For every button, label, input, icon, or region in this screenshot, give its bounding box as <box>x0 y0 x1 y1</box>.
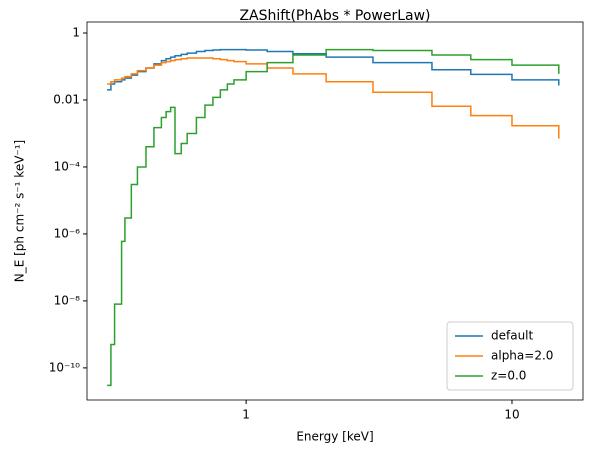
y-tick-label: 10⁻⁶ <box>54 226 81 240</box>
plot-frame <box>86 21 584 401</box>
y-tick-label: 10⁻¹⁰ <box>49 360 80 374</box>
x-tick-label: 10 <box>504 408 519 422</box>
x-tick-label: 1 <box>242 408 250 422</box>
series-line <box>107 48 560 91</box>
y-tick-label: 10⁻⁸ <box>54 293 81 307</box>
y-axis-label: N_E [ph cm⁻² s⁻¹ keV⁻¹] <box>13 140 27 283</box>
y-tick-label: 0.01 <box>53 92 80 106</box>
y-tick-label: 1 <box>72 25 80 39</box>
legend-box <box>446 321 574 391</box>
series-line <box>107 48 560 387</box>
y-tick-label: 10⁻⁴ <box>54 159 81 173</box>
x-axis-label: Energy [keV] <box>296 430 373 444</box>
legend-label: default <box>491 329 534 343</box>
legend-label: z=0.0 <box>491 369 526 383</box>
series-line <box>107 57 560 139</box>
legend-label: alpha=2.0 <box>491 349 553 363</box>
chart-title: ZAShift(PhAbs * PowerLaw) <box>239 8 430 24</box>
